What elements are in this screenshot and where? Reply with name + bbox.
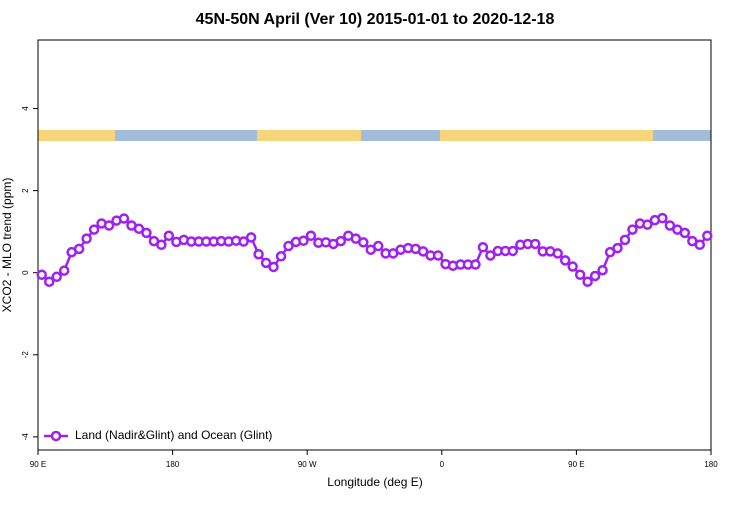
land-ocean-strip [38, 130, 711, 141]
point [156, 239, 167, 251]
x-tick-label: 0 [440, 460, 445, 469]
point [477, 242, 489, 253]
point [627, 224, 638, 235]
x-tick-label: 90 W [298, 460, 317, 469]
land [38, 130, 115, 141]
point [372, 240, 384, 252]
point [298, 235, 309, 246]
ocean [653, 130, 711, 141]
point [275, 251, 287, 262]
x-tick-label: 90 E [568, 460, 584, 469]
point [612, 242, 623, 254]
x-tick-label: 180 [166, 460, 180, 469]
point [559, 255, 571, 266]
point [589, 270, 601, 282]
point [530, 238, 541, 250]
point [664, 220, 676, 231]
y-tick-label: 2 [21, 188, 30, 193]
legend-label: Land (Nadir&Glint) and Ocean (Glint) [75, 428, 272, 442]
point [141, 227, 152, 239]
point [163, 230, 175, 242]
point [432, 250, 444, 261]
point [694, 239, 706, 251]
legend-item: Land (Nadir&Glint) and Ocean (Glint) [44, 428, 272, 442]
ocean [361, 130, 440, 141]
point [358, 237, 369, 248]
point [642, 219, 653, 230]
x-axis-label: Longitude (deg E) [327, 475, 422, 489]
point [604, 246, 616, 258]
point [470, 259, 481, 270]
ocean [115, 130, 257, 141]
chart-title: 45N-50N April (Ver 10) 2015-01-01 to 202… [196, 11, 555, 28]
point [283, 240, 294, 252]
y-tick-label: 0 [21, 270, 30, 275]
land [440, 130, 653, 141]
point [335, 235, 347, 247]
y-tick-label: -2 [21, 351, 30, 359]
point [133, 223, 145, 235]
point [305, 230, 317, 242]
point [43, 276, 55, 287]
point [485, 250, 496, 261]
point [679, 227, 691, 239]
point [73, 243, 85, 255]
x-tick-label: 90 E [30, 460, 46, 469]
point [597, 264, 608, 276]
point [702, 230, 713, 242]
y-tick-label: -4 [21, 433, 30, 441]
point [118, 213, 130, 224]
point [245, 232, 257, 243]
point [574, 269, 586, 281]
point [268, 261, 279, 273]
point [582, 276, 593, 287]
y-axis-label: XCO2 - MLO trend (ppm) [0, 178, 14, 313]
point [238, 236, 249, 247]
y-tick-label: 4 [21, 106, 30, 111]
point [567, 261, 578, 272]
point [260, 257, 272, 269]
point [552, 248, 563, 259]
point [58, 265, 70, 276]
point [253, 248, 264, 260]
point [657, 212, 668, 224]
plot-frame [37, 39, 712, 451]
point [103, 220, 115, 231]
point [417, 246, 429, 257]
point [619, 234, 631, 246]
land [257, 130, 361, 141]
point [36, 269, 47, 281]
point [88, 224, 100, 235]
point [51, 271, 62, 283]
legend-marker [50, 430, 62, 442]
point [81, 233, 92, 244]
point [507, 245, 519, 257]
x-tick-label: 180 [704, 460, 718, 469]
